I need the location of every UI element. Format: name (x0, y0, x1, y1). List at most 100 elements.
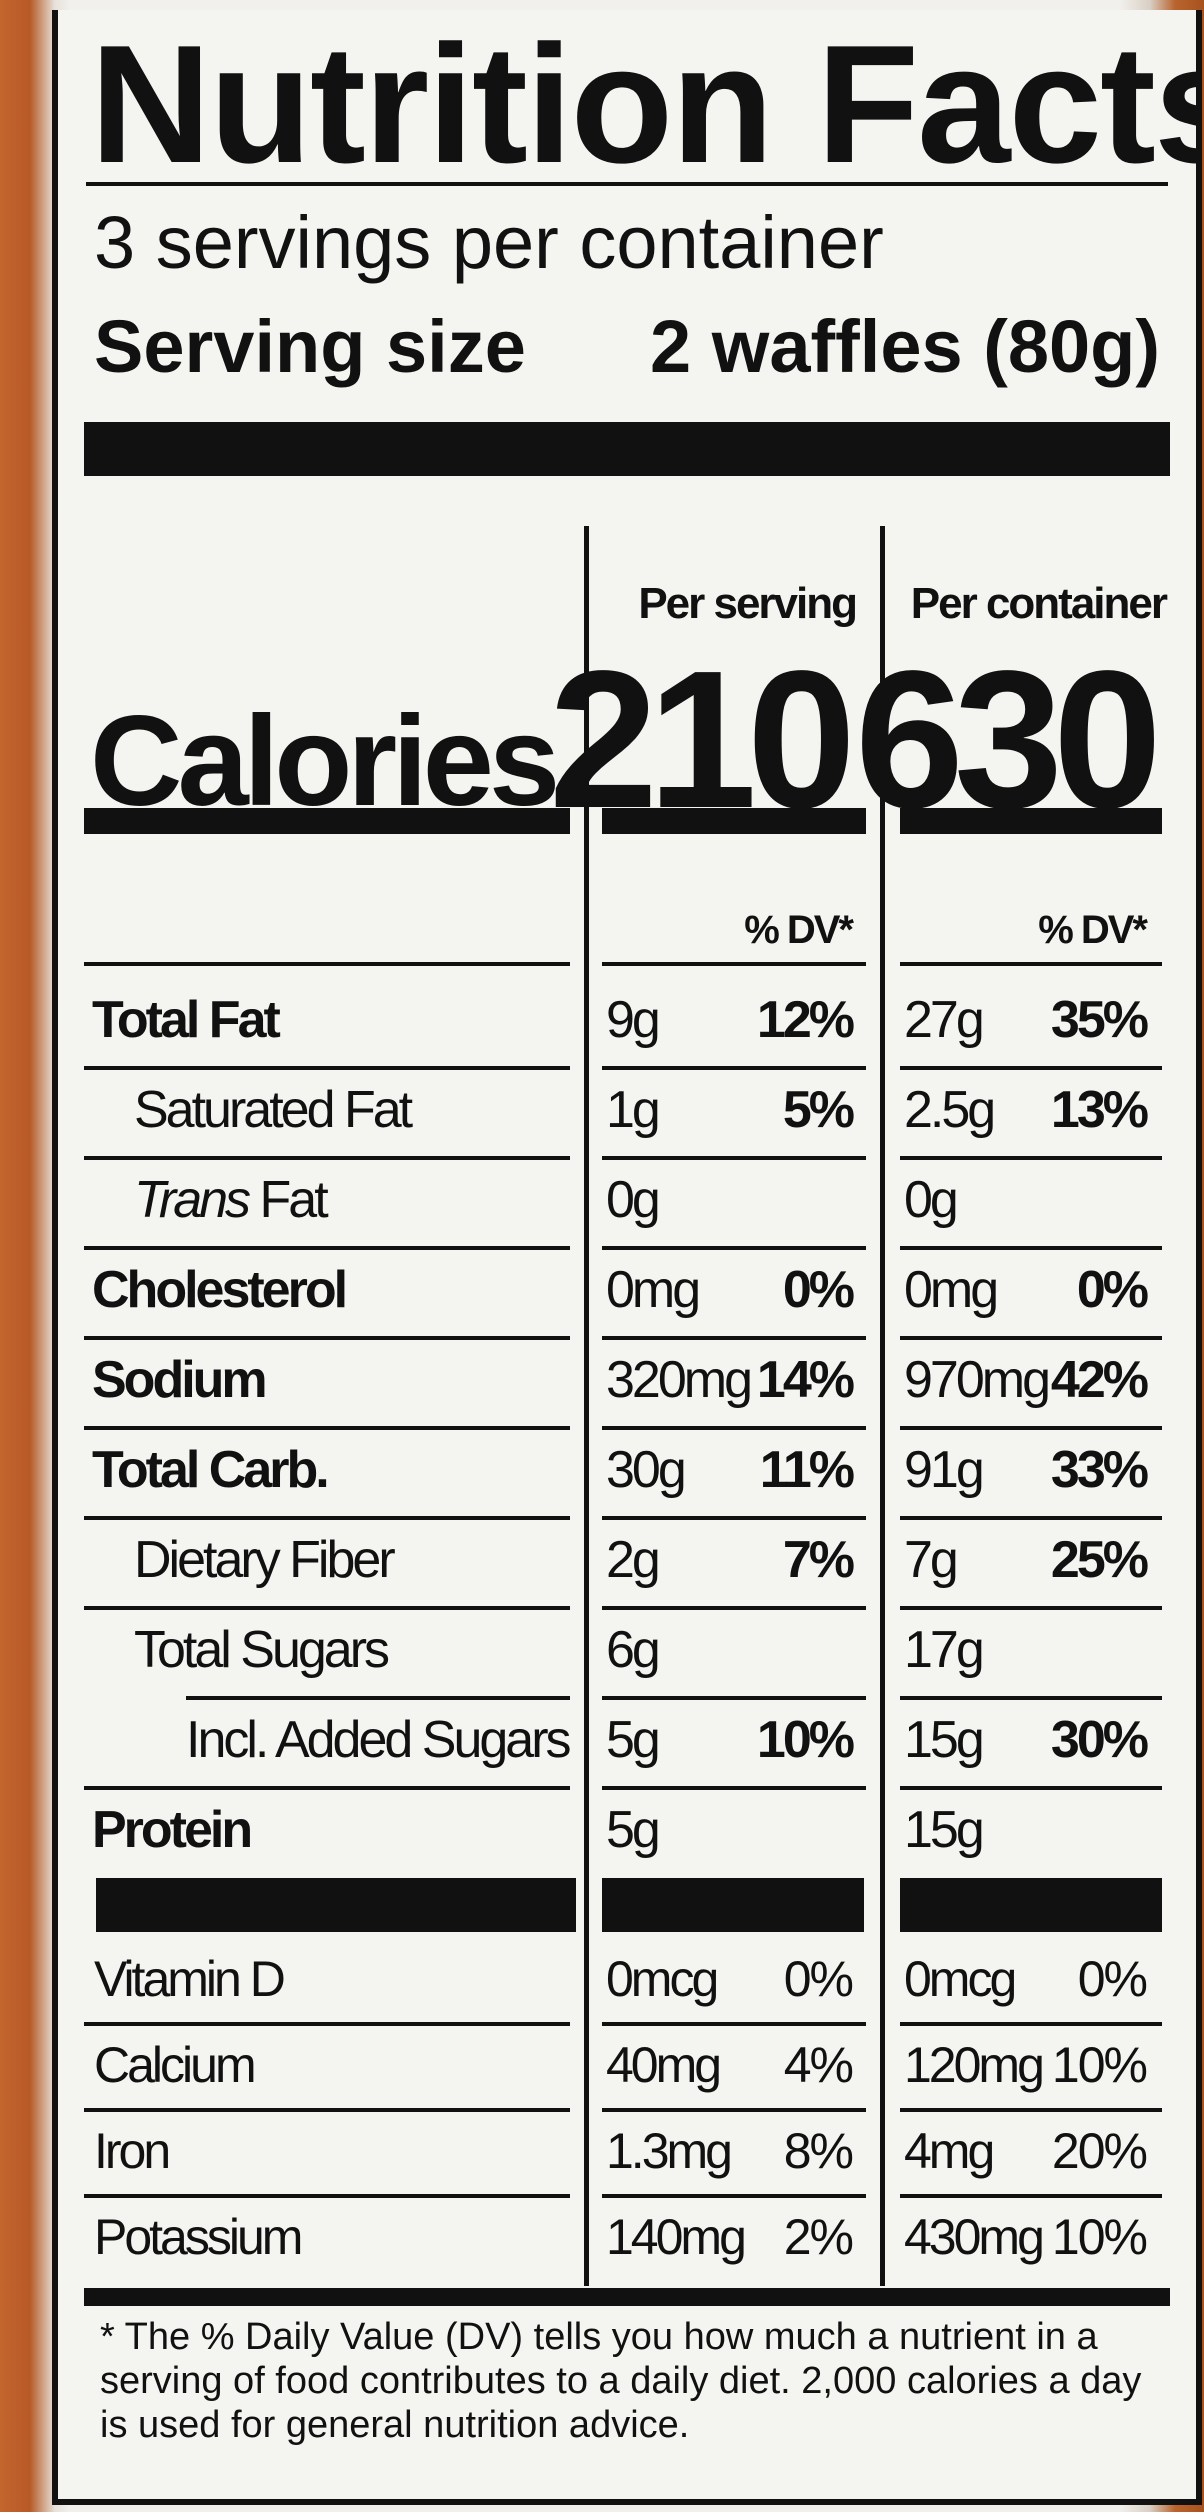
nutrient-name: Cholesterol (92, 1261, 348, 1319)
nutrient-name: Trans Fat (134, 1171, 329, 1229)
container-amount: 0g (904, 1171, 959, 1229)
calories-rule-left (84, 808, 570, 834)
nutrient-name: Incl. Added Sugars (186, 1711, 572, 1769)
serving-percent: 0% (782, 1261, 855, 1319)
vitamin-container-percent: 0% (1077, 1951, 1148, 2007)
row-rule-right (900, 1426, 1162, 1430)
vitamin-rule-left (84, 2022, 570, 2026)
row-rule-right (900, 1336, 1162, 1340)
calories-rule-mid (602, 808, 866, 834)
vitamin-container-percent: 10% (1051, 2037, 1148, 2093)
nutrient-name-text: Total Carb. (92, 1441, 330, 1499)
vitamin-serving-amount: 1.3mg (606, 2123, 733, 2179)
vitamin-serving-amount: 40mg (606, 2037, 722, 2093)
row-rule-mid (602, 1606, 866, 1610)
nutrient-name-text: Sodium (92, 1351, 268, 1409)
vitamin-serving-percent: 2% (783, 2209, 854, 2265)
row-rule-mid (602, 1426, 866, 1430)
dv-header-container: % DV* (1038, 908, 1148, 952)
servings-per-container: 3 servings per container (94, 201, 884, 284)
container-percent: 35% (1050, 991, 1149, 1049)
vitamin-rule-mid (602, 2108, 866, 2112)
vitamin-container-percent: 20% (1051, 2123, 1148, 2179)
nutrient-name: Total Carb. (92, 1441, 330, 1499)
container-amount: 17g (904, 1621, 985, 1679)
serving-percent: 12% (756, 991, 855, 1049)
dv-header-serving: % DV* (744, 908, 854, 952)
row-rule-left (84, 1156, 570, 1160)
row-rule-right (900, 1606, 1162, 1610)
row-rule-left (84, 1246, 570, 1250)
row-rule-mid (602, 1336, 866, 1340)
row-rule-right (900, 1696, 1162, 1700)
vitamin-name: Vitamin D (94, 1951, 286, 2007)
serving-percent: 10% (756, 1711, 855, 1769)
serving-amount: 320mg (606, 1351, 753, 1409)
container-amount: 0mg (904, 1261, 999, 1319)
nutrient-name: Dietary Fiber (134, 1531, 396, 1589)
per-serving-header: Per serving (638, 579, 858, 628)
nutrient-name-italic: Trans (134, 1171, 251, 1229)
vitamin-name: Iron (94, 2123, 171, 2179)
vitamin-container-amount: 120mg (904, 2037, 1045, 2093)
container-amount: 15g (904, 1711, 985, 1769)
nutrient-name: Total Sugars (134, 1624, 390, 1676)
container-amount: 15g (904, 1801, 985, 1859)
row-rule-right (900, 1786, 1162, 1790)
container-amount: 7g (904, 1531, 959, 1589)
row-rule-right (900, 1066, 1162, 1070)
container-percent: 13% (1050, 1081, 1149, 1139)
vitamin-container-percent: 10% (1051, 2209, 1148, 2265)
row-rule-right (900, 1516, 1162, 1520)
serving-percent: 7% (782, 1531, 855, 1589)
row-rule-left (186, 1696, 570, 1700)
row-rule-mid (602, 1696, 866, 1700)
serving-amount: 5g (606, 1801, 661, 1859)
nutrient-name-text: Fat (248, 1171, 329, 1229)
vitamin-name: Calcium (94, 2037, 257, 2093)
thick-rule-vitamins-right (900, 1878, 1162, 1932)
container-percent: 25% (1050, 1531, 1149, 1589)
row-rule-left (84, 1336, 570, 1340)
serving-percent: 11% (759, 1441, 855, 1499)
row-rule-mid (602, 1156, 866, 1160)
row-rule-mid (602, 1246, 866, 1250)
vitamin-rule-right (900, 2108, 1162, 2112)
vitamin-rule-mid (602, 2022, 866, 2026)
nutrient-name-text: Incl. Added Sugars (186, 1711, 572, 1769)
vitamin-serving-amount: 140mg (606, 2209, 747, 2265)
thick-rule-bottom (84, 2288, 1170, 2306)
label-title: Nutrition Facts (90, 10, 1202, 198)
container-percent: 42% (1050, 1351, 1149, 1409)
row-rule-mid (602, 1066, 866, 1070)
row-rule-right (900, 1246, 1162, 1250)
row-rule-left (84, 1426, 570, 1430)
container-amount: 970mg (904, 1351, 1051, 1409)
nutrient-name-text: Dietary Fiber (134, 1531, 396, 1589)
nutrient-name-text: Protein (92, 1801, 253, 1859)
footnote: * The % Daily Value (DV) tells you how m… (100, 2316, 1142, 2446)
serving-amount: 9g (606, 991, 661, 1049)
nutrient-name-text: Total Fat (92, 991, 281, 1049)
serving-amount: 1g (606, 1081, 661, 1139)
vitamin-serving-percent: 0% (783, 1951, 854, 2007)
thick-rule-vitamins-mid (602, 1878, 864, 1932)
vitamin-serving-amount: 0mcg (606, 1951, 719, 2007)
vitamin-rule-left (84, 2108, 570, 2112)
vitamin-rule-left (84, 2194, 570, 2198)
nutrition-label: Nutrition Facts 3 servings per container… (52, 10, 1202, 2505)
nutrient-name: Sodium (92, 1351, 268, 1409)
container-percent: 30% (1050, 1711, 1149, 1769)
thick-rule-vitamins-left (96, 1878, 576, 1932)
row-rule-left (84, 1066, 570, 1070)
dv-rule-right (900, 962, 1162, 966)
container-percent: 33% (1050, 1441, 1149, 1499)
title-rule (86, 182, 1168, 186)
vitamin-container-amount: 4mg (904, 2123, 995, 2179)
calories-rule-right (900, 808, 1162, 834)
serving-amount: 6g (606, 1621, 661, 1679)
serving-percent: 5% (782, 1081, 855, 1139)
nutrient-name: Protein (92, 1801, 253, 1859)
serving-amount: 0g (606, 1171, 661, 1229)
nutrient-name-text: Cholesterol (92, 1261, 348, 1319)
